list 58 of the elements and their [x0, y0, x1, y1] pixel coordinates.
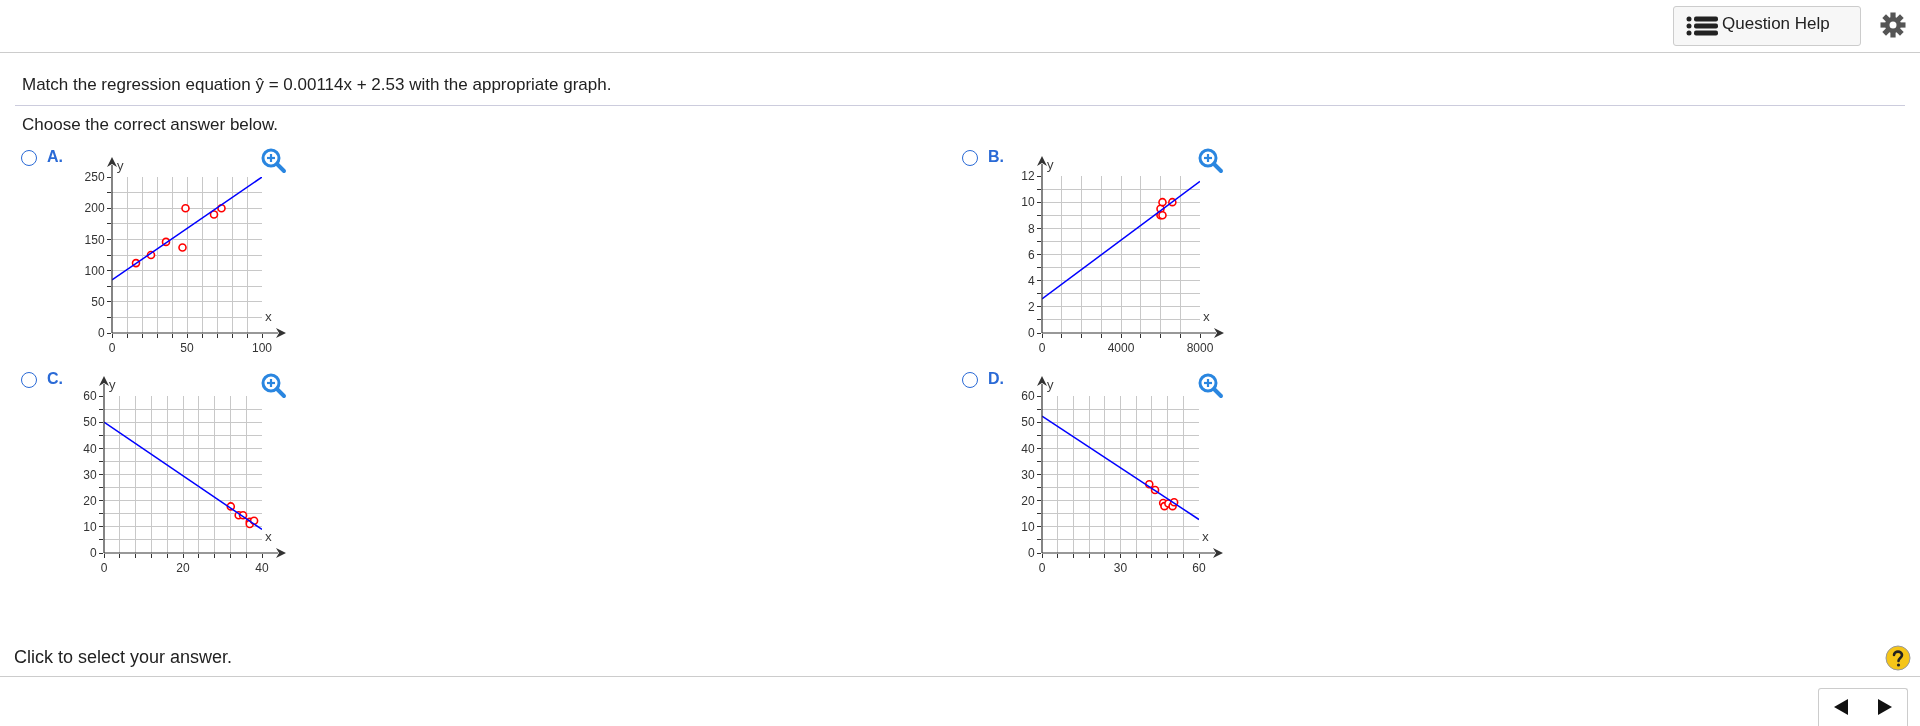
y-tick-label: 250: [84, 170, 105, 185]
y-tick-label: 20: [1021, 493, 1035, 508]
point: [1158, 197, 1167, 207]
x-tick-label: 0: [1038, 561, 1046, 576]
x-tick-label: 40: [255, 561, 269, 576]
text: Click to select your answer.: [14, 647, 233, 668]
x-axis-title: x: [1203, 307, 1210, 325]
y-tick-label: 2: [1027, 300, 1035, 315]
x-tick-label: 4000: [1107, 341, 1135, 356]
y-tick-label: 30: [1021, 467, 1035, 482]
y-tick-label: 150: [84, 232, 105, 247]
y-tick-label: 20: [83, 493, 97, 508]
y-tick-label: 40: [83, 441, 97, 456]
chart-title: C.: [47, 370, 63, 388]
x-axis-title: x: [265, 527, 272, 545]
y-tick-label: 50: [83, 415, 97, 430]
x-tick-label: 0: [1038, 341, 1046, 356]
point: [181, 203, 190, 213]
point: [178, 243, 187, 252]
y-axis-title: y: [1047, 155, 1054, 173]
y-tick-label: 0: [1027, 326, 1035, 341]
x-tick-label: 100: [251, 341, 273, 356]
y-tick-label: 40: [1021, 441, 1035, 456]
y-tick-label: 200: [84, 201, 105, 216]
y-tick-label: 50: [91, 295, 105, 309]
y-tick-label: 0: [89, 546, 97, 561]
y-tick-label: 0: [1027, 546, 1035, 561]
y-tick-label: 6: [1027, 247, 1035, 262]
y-tick-label: 50: [1021, 415, 1035, 430]
y-tick-label: 100: [84, 263, 105, 278]
text: Match the regression equation ŷ = 0.00114x + 2.53 with the appropriate graph.: [22, 75, 612, 95]
x-axis-title: x: [265, 307, 272, 325]
y-axis-title: y: [117, 156, 124, 174]
x-tick-label: 20: [176, 561, 190, 576]
text: Choose the correct answer below.: [22, 115, 279, 135]
chart-title: A.: [47, 148, 63, 166]
y-tick-label: 10: [83, 520, 97, 535]
y-tick-label: 10: [1021, 520, 1035, 535]
y-tick-label: 60: [83, 389, 97, 404]
y-axis-title: y: [1047, 375, 1054, 393]
x-tick-label: 50: [180, 341, 194, 356]
text: Question Help: [1722, 14, 1830, 34]
y-tick-label: 0: [97, 326, 105, 341]
y-axis-title: y: [109, 375, 116, 393]
y-tick-label: 30: [83, 467, 97, 482]
x-tick-label: 0: [108, 341, 116, 356]
chart-title: D.: [988, 370, 1004, 388]
y-tick-label: 12: [1021, 169, 1035, 184]
point: [209, 210, 219, 219]
y-tick-label: 10: [1021, 195, 1035, 210]
x-tick-label: 8000: [1186, 341, 1214, 356]
x-tick-label: 60: [1192, 561, 1206, 576]
y-tick-label: 60: [1021, 389, 1035, 404]
y-tick-label: 8: [1027, 221, 1035, 236]
y-tick-label: 4: [1027, 273, 1035, 288]
chart-title: B.: [988, 148, 1004, 166]
x-axis-title: x: [1202, 527, 1209, 545]
x-tick-label: 30: [1113, 561, 1128, 576]
